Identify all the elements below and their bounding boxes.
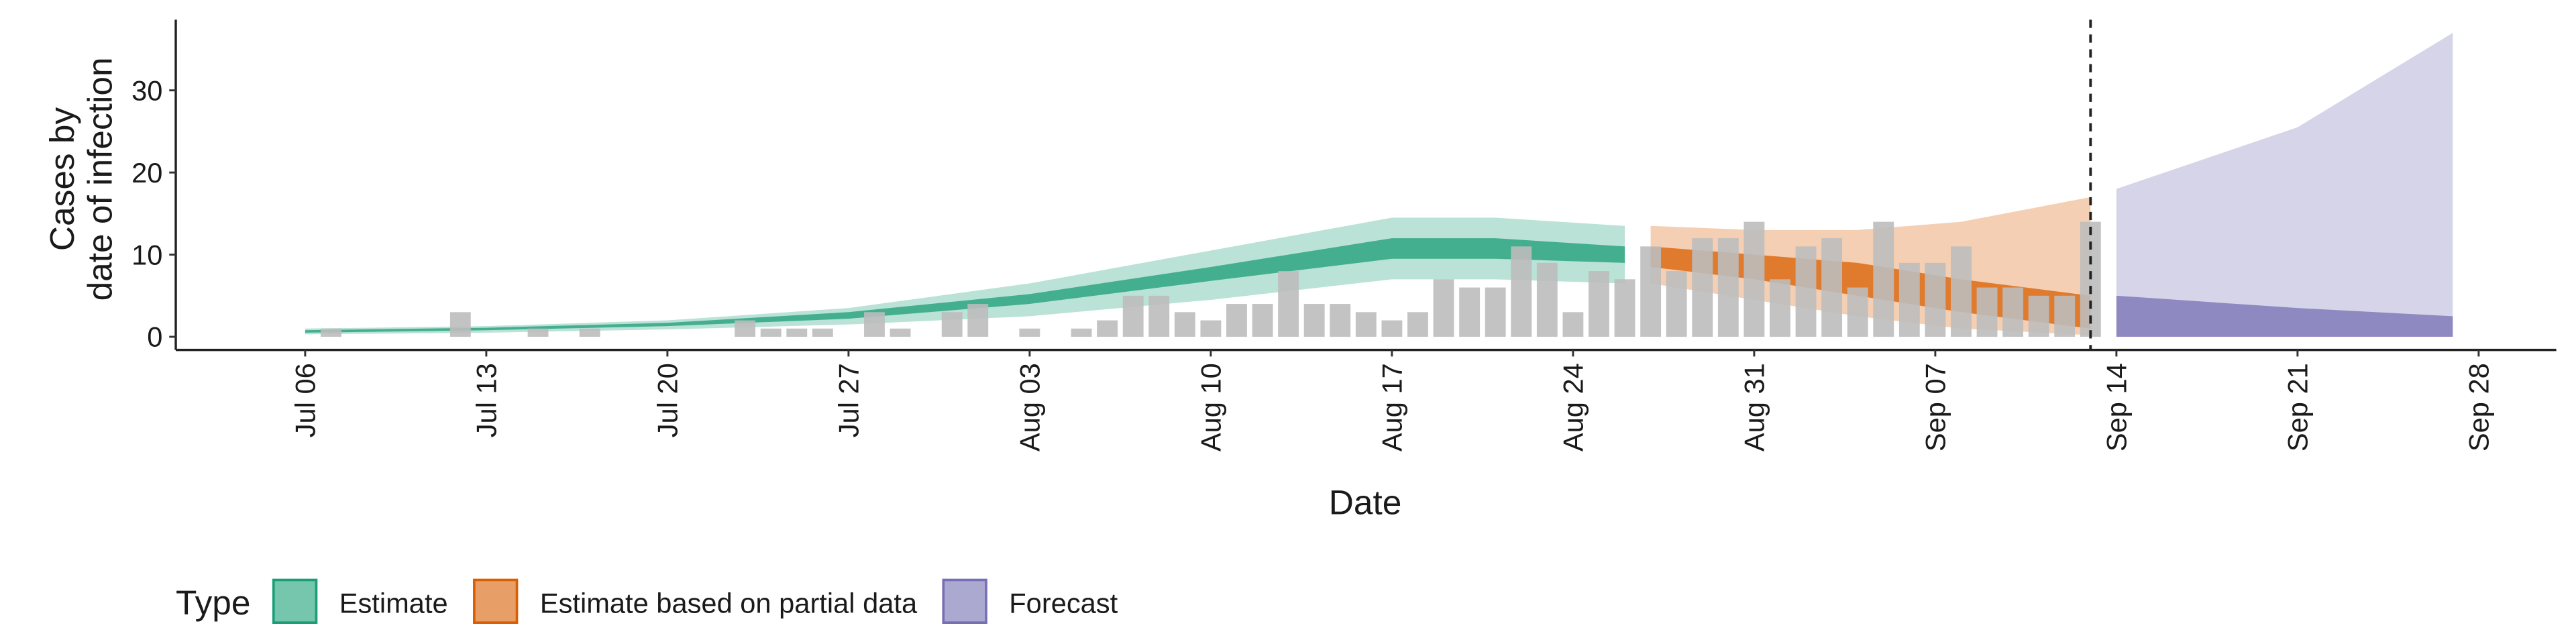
x-tick-label: Jul 20 <box>652 363 684 437</box>
bar <box>1898 262 1920 337</box>
bar <box>1459 287 1481 337</box>
bar <box>1821 238 1843 337</box>
bar <box>1485 287 1506 337</box>
bar <box>941 312 963 337</box>
x-tick-label: Aug 24 <box>1558 363 1589 451</box>
bar <box>967 304 989 337</box>
bar <box>1692 238 1713 337</box>
bar <box>1226 304 1247 337</box>
bar <box>1717 238 1739 337</box>
x-tick-label: Jul 06 <box>290 363 321 437</box>
y-tick-label: 0 <box>147 321 162 353</box>
bar <box>1355 312 1377 337</box>
bar <box>1174 312 1195 337</box>
y-tick-label: 10 <box>131 239 162 270</box>
legend-label: Estimate based on partial data <box>540 587 918 619</box>
y-axis-title: Cases by <box>42 107 81 252</box>
legend-swatch <box>473 578 519 624</box>
bar <box>760 328 782 337</box>
legend-swatch <box>942 578 987 624</box>
bar <box>1071 328 1092 337</box>
bar <box>1200 320 1222 337</box>
bar <box>1407 312 1428 337</box>
bar <box>864 312 885 337</box>
bar <box>1951 246 1972 337</box>
x-tick-label: Sep 21 <box>2282 363 2314 451</box>
bars <box>321 221 2101 337</box>
bar <box>1795 246 1817 337</box>
bar <box>1666 271 1687 337</box>
bar <box>1303 304 1325 337</box>
bar <box>1330 304 1351 337</box>
x-tick-label: Jul 27 <box>833 363 865 437</box>
y-tick-label: 30 <box>131 74 162 106</box>
y-axis-title: date of infection <box>80 57 119 301</box>
bar <box>1847 287 1868 337</box>
bar <box>1589 271 1609 337</box>
bar <box>2028 295 2049 337</box>
bar <box>812 328 833 337</box>
bar <box>1640 246 1662 337</box>
bar <box>1097 320 1118 337</box>
x-tick-label: Jul 13 <box>471 363 502 437</box>
ribbon-ci50 <box>2116 295 2453 337</box>
legend-label: Forecast <box>1009 587 1118 619</box>
x-tick-label: Aug 10 <box>1195 363 1227 451</box>
bar <box>2054 295 2076 337</box>
bar <box>1770 279 1790 337</box>
x-axis-title: Date <box>1329 483 1402 522</box>
bar <box>1433 279 1454 337</box>
bar <box>2002 287 2024 337</box>
bar <box>449 312 471 337</box>
x-tick-label: Aug 17 <box>1377 363 1408 451</box>
legend-title: Type <box>176 583 250 622</box>
bar <box>1976 287 1998 337</box>
bar <box>321 328 341 337</box>
bar <box>579 328 600 337</box>
x-tick-label: Aug 31 <box>1739 363 1770 451</box>
x-tick-label: Aug 03 <box>1014 363 1046 451</box>
bar <box>786 328 808 337</box>
x-tick-label: Sep 07 <box>1920 363 1951 451</box>
ribbon-ci90 <box>305 217 1625 335</box>
legend-swatch <box>272 578 318 624</box>
bar <box>1019 328 1040 337</box>
bar <box>527 328 549 337</box>
bar <box>1381 320 1403 337</box>
ribbon-ci50 <box>305 238 1625 333</box>
bar <box>1562 312 1584 337</box>
bar <box>1122 295 1144 337</box>
bar <box>1743 221 1765 337</box>
bar <box>735 320 756 337</box>
ribbon-ci90 <box>2116 32 2453 337</box>
bar <box>1925 262 1946 337</box>
bar <box>1252 304 1273 337</box>
ribbons <box>305 32 2453 337</box>
bar <box>1511 246 1532 337</box>
bar <box>890 328 911 337</box>
legend-label: Estimate <box>339 587 448 619</box>
x-tick-label: Sep 14 <box>2101 363 2133 451</box>
bar <box>1278 271 1299 337</box>
x-tick-label: Sep 28 <box>2463 363 2495 451</box>
bar <box>1614 279 1635 337</box>
y-tick-label: 20 <box>131 157 162 189</box>
bar <box>1873 221 1894 337</box>
bar <box>1536 262 1558 337</box>
bar <box>1148 295 1170 337</box>
